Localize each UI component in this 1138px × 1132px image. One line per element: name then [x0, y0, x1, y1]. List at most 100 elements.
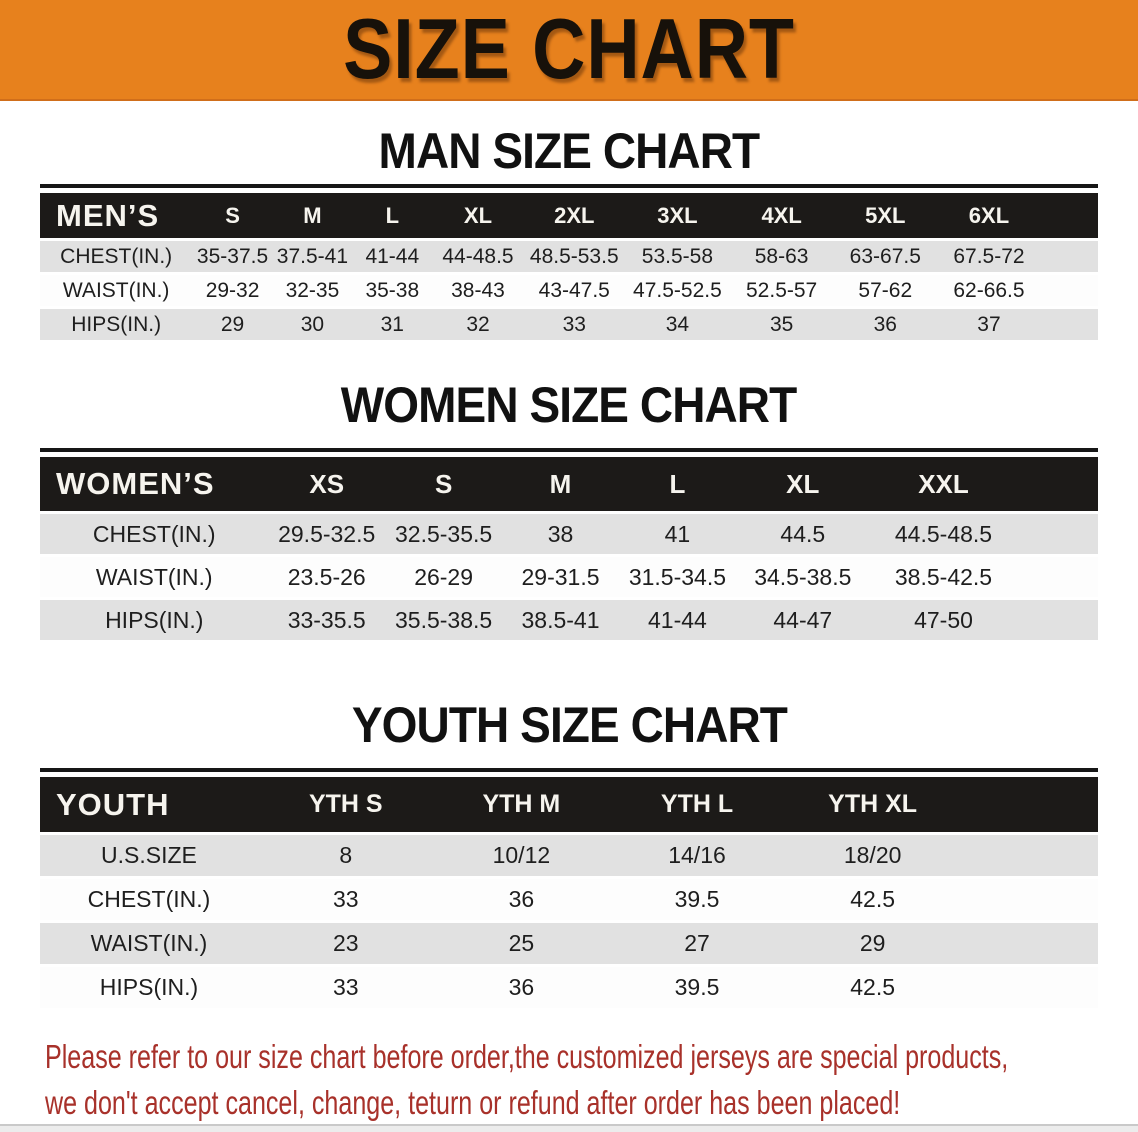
row-filler [1040, 241, 1098, 272]
measurement-row: WAIST(IN.) 29-32 32-35 35-38 38-43 43-47.5 47.… [40, 275, 1098, 306]
value-cell: 37 [937, 309, 1041, 340]
value-cell: 29 [192, 309, 273, 340]
value-cell: 32 [432, 309, 524, 340]
row-filler [1017, 557, 1098, 597]
youth-size-chart-title: YOUTH SIZE CHART [0, 700, 1138, 750]
value-cell: 53.5-58 [625, 241, 730, 272]
women-size-chart-title-text: WOMEN SIZE CHART [341, 377, 797, 433]
table-corner-label: MEN’S [40, 193, 193, 238]
value-cell: 48.5-53.5 [523, 241, 626, 272]
size-column-header: L [618, 457, 737, 511]
measurement-row: CHEST(IN.) 29.5-32.5 32.5-35.5 38 41 44.5 44.5… [40, 514, 1098, 554]
value-cell: 47.5-52.5 [625, 275, 730, 306]
row-filler [1040, 309, 1098, 340]
table-corner-label: YOUTH [40, 777, 258, 832]
youth-size-table: YOUTH YTH S YTH M YTH L YTH XL U.S.SIZE 8 10/1… [40, 774, 1098, 1011]
size-column-header: XS [268, 457, 385, 511]
value-cell: 43-47.5 [523, 275, 626, 306]
mens-size-table: MEN’S S M L XL 2XL 3XL 4XL 5XL 6XL CHEST(IN.) 35-3… [40, 190, 1098, 343]
row-label: HIPS(IN.) [40, 967, 258, 1008]
value-cell: 38 [502, 514, 619, 554]
row-label: HIPS(IN.) [40, 309, 193, 340]
value-cell: 62-66.5 [937, 275, 1041, 306]
man-size-chart-title-text: MAN SIZE CHART [378, 123, 761, 179]
value-cell: 27 [609, 923, 785, 964]
value-cell: 47-50 [869, 600, 1018, 640]
value-cell: 26-29 [384, 557, 503, 597]
row-filler [1017, 514, 1098, 554]
size-column-header: YTH S [257, 777, 434, 832]
value-cell: 23 [257, 923, 434, 964]
value-cell: 31 [352, 309, 433, 340]
value-cell: 34.5-38.5 [736, 557, 870, 597]
value-cell: 36 [833, 309, 938, 340]
size-column-header: S [384, 457, 503, 511]
value-cell: 14/16 [609, 835, 785, 876]
size-column-header: YTH L [609, 777, 785, 832]
row-label: WAIST(IN.) [40, 557, 269, 597]
row-label: CHEST(IN.) [40, 514, 269, 554]
measurement-row: WAIST(IN.) 23.5-26 26-29 29-31.5 31.5-34.5 34… [40, 557, 1098, 597]
value-cell: 44-48.5 [432, 241, 524, 272]
measurement-row: HIPS(IN.) 33 36 39.5 42.5 [40, 967, 1098, 1008]
youth-size-header-row: YOUTH YTH S YTH M YTH L YTH XL [40, 777, 1098, 832]
mens-size-header-row: MEN’S S M L XL 2XL 3XL 4XL 5XL 6XL [40, 193, 1098, 238]
value-cell: 8 [257, 835, 434, 876]
value-cell: 38.5-41 [502, 600, 619, 640]
row-label: WAIST(IN.) [40, 275, 193, 306]
value-cell: 44.5-48.5 [869, 514, 1018, 554]
value-cell: 29 [784, 923, 961, 964]
value-cell: 58-63 [729, 241, 834, 272]
value-cell: 38-43 [432, 275, 524, 306]
youth-size-table-section: YOUTH YTH S YTH M YTH L YTH XL U.S.SIZE 8 10/1… [40, 768, 1098, 1011]
man-size-chart-title: MAN SIZE CHART [0, 126, 1138, 176]
womens-size-table: WOMEN’S XS S M L XL XXL CHEST(IN.) 29.5-32.5 32.… [40, 454, 1098, 643]
size-column-header: YTH XL [784, 777, 961, 832]
value-cell: 35.5-38.5 [384, 600, 503, 640]
value-cell: 30 [272, 309, 353, 340]
value-cell: 29-32 [192, 275, 273, 306]
row-label: CHEST(IN.) [40, 241, 193, 272]
measurement-row: CHEST(IN.) 35-37.5 37.5-41 41-44 44-48.5 48.5… [40, 241, 1098, 272]
value-cell: 41-44 [618, 600, 737, 640]
value-cell: 10/12 [433, 835, 610, 876]
size-column-header: XXL [869, 457, 1018, 511]
size-column-header: 6XL [937, 193, 1041, 238]
value-cell: 36 [433, 879, 610, 920]
value-cell: 34 [625, 309, 730, 340]
row-filler [960, 835, 1098, 876]
value-cell: 29-31.5 [502, 557, 619, 597]
value-cell: 23.5-26 [268, 557, 385, 597]
value-cell: 36 [433, 967, 610, 1008]
row-filler [960, 879, 1098, 920]
header-filler [960, 777, 1098, 832]
row-filler [960, 967, 1098, 1008]
value-cell: 33-35.5 [268, 600, 385, 640]
row-label: HIPS(IN.) [40, 600, 269, 640]
value-cell: 32-35 [272, 275, 353, 306]
measurement-row: HIPS(IN.) 29 30 31 32 33 34 35 36 37 [40, 309, 1098, 340]
size-column-header: 5XL [833, 193, 938, 238]
value-cell: 67.5-72 [937, 241, 1041, 272]
value-cell: 29.5-32.5 [268, 514, 385, 554]
mens-size-table-section: MEN’S S M L XL 2XL 3XL 4XL 5XL 6XL CHEST(IN.) 35-3… [40, 184, 1098, 343]
value-cell: 33 [257, 879, 434, 920]
size-column-header: M [272, 193, 353, 238]
value-cell: 32.5-35.5 [384, 514, 503, 554]
womens-size-header-row: WOMEN’S XS S M L XL XXL [40, 457, 1098, 511]
row-filler [1040, 275, 1098, 306]
measurement-row: HIPS(IN.) 33-35.5 35.5-38.5 38.5-41 41-44 44-… [40, 600, 1098, 640]
value-cell: 42.5 [784, 879, 961, 920]
measurement-row: U.S.SIZE 8 10/12 14/16 18/20 [40, 835, 1098, 876]
size-column-header: M [502, 457, 619, 511]
value-cell: 35-37.5 [192, 241, 273, 272]
value-cell: 31.5-34.5 [618, 557, 737, 597]
size-column-header: L [352, 193, 433, 238]
value-cell: 33 [523, 309, 626, 340]
disclaimer-line-2: we don't accept cancel, change, teturn o… [45, 1084, 901, 1121]
value-cell: 44-47 [736, 600, 870, 640]
size-column-header: XL [736, 457, 870, 511]
value-cell: 18/20 [784, 835, 961, 876]
row-label: U.S.SIZE [40, 835, 258, 876]
